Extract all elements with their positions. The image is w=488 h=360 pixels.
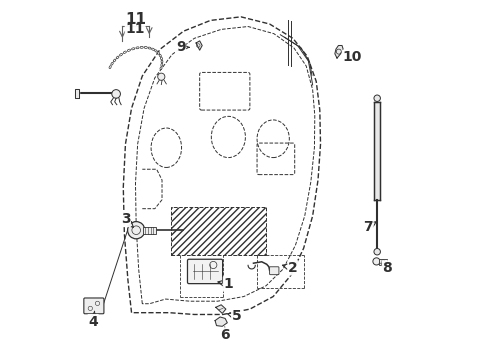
Text: 8: 8 [380, 261, 391, 275]
Text: 11: 11 [125, 22, 144, 36]
Text: 3: 3 [121, 212, 133, 228]
Bar [379, 258, 386, 265]
Polygon shape [215, 305, 225, 314]
Text: 4: 4 [88, 311, 98, 329]
Circle shape [112, 90, 120, 98]
Polygon shape [334, 45, 343, 58]
Text: 5: 5 [227, 309, 241, 323]
Bar [373, 102, 379, 200]
Circle shape [373, 95, 380, 102]
Text: 11: 11 [125, 12, 146, 27]
Text: 9: 9 [176, 40, 189, 54]
Polygon shape [215, 317, 227, 326]
Circle shape [127, 222, 144, 239]
Text: 10: 10 [342, 50, 361, 64]
Polygon shape [196, 41, 202, 50]
Text: 6: 6 [220, 327, 229, 342]
Circle shape [372, 258, 379, 265]
Polygon shape [75, 89, 79, 98]
Circle shape [158, 73, 164, 80]
Bar [143, 226, 156, 234]
FancyBboxPatch shape [187, 259, 222, 284]
FancyBboxPatch shape [83, 298, 104, 314]
Bar [171, 207, 265, 255]
Text: 1: 1 [218, 277, 233, 291]
Text: 7: 7 [363, 220, 376, 234]
FancyBboxPatch shape [269, 267, 278, 275]
Circle shape [373, 248, 380, 255]
Text: 2: 2 [282, 261, 297, 275]
